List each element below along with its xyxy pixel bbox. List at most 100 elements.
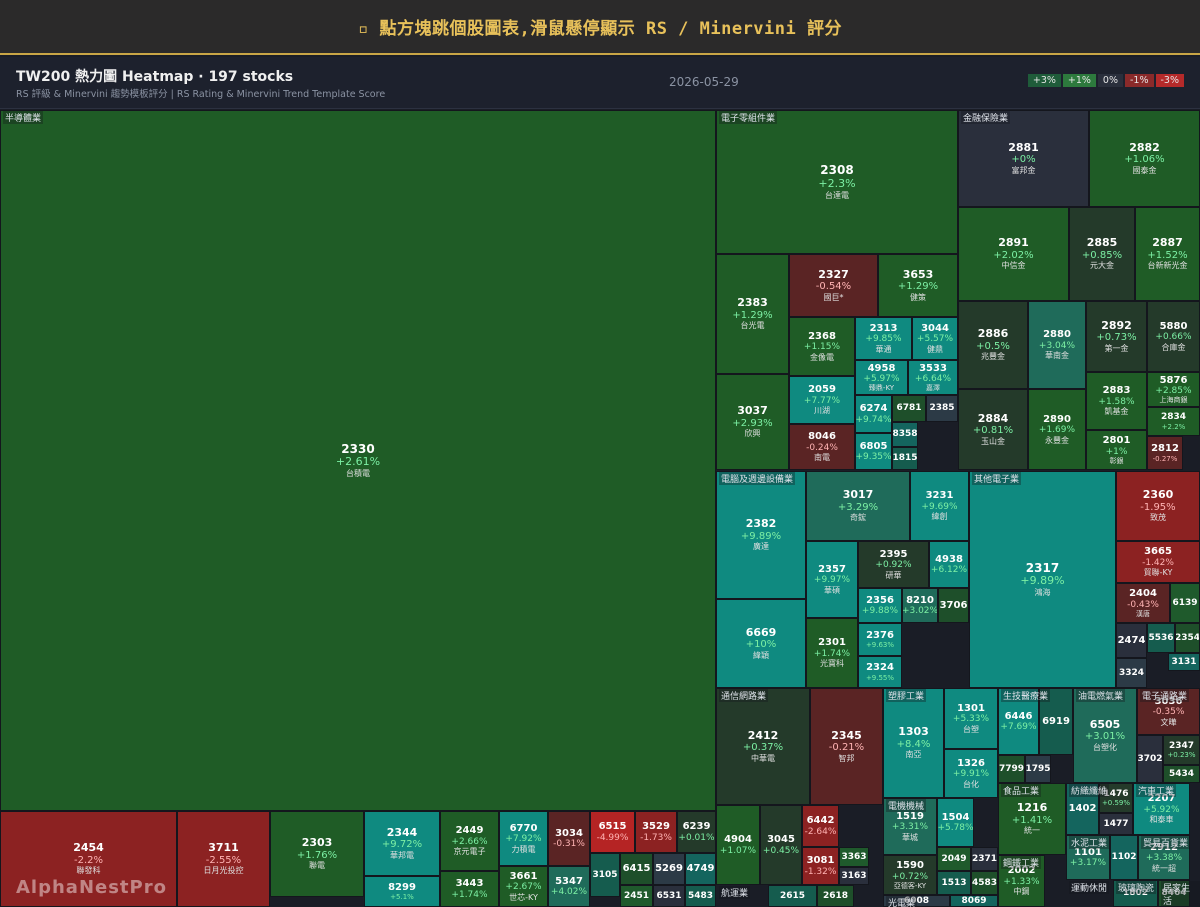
- stock-tile-8069[interactable]: 8069: [950, 895, 998, 907]
- stock-tile-6669[interactable]: 6669 +10% 緯穎: [716, 599, 806, 688]
- stock-tile-3163[interactable]: 3163: [839, 867, 869, 885]
- stock-tile-2454[interactable]: 2454 -2.2% 聯發科: [0, 811, 177, 907]
- stock-tile-1326[interactable]: 1326 +9.91% 台化: [944, 749, 998, 798]
- stock-tile-6415[interactable]: 6415: [620, 853, 653, 885]
- stock-tile-1477[interactable]: 1477: [1099, 813, 1133, 835]
- stock-tile-3017[interactable]: 3017 +3.29% 奇鋐: [806, 471, 910, 541]
- stock-tile-2884[interactable]: 2884 +0.81% 玉山金: [958, 389, 1028, 470]
- stock-tile-2882[interactable]: 2882 +1.06% 國泰金: [1089, 110, 1200, 207]
- stock-tile-2881[interactable]: 2881 +0% 富邦金: [958, 110, 1089, 207]
- stock-tile-5269[interactable]: 5269: [653, 853, 685, 885]
- stock-tile-2890[interactable]: 2890 +1.69% 永豐金: [1028, 389, 1086, 470]
- stock-tile-3363[interactable]: 3363: [839, 847, 869, 867]
- stock-tile-2885[interactable]: 2885 +0.85% 元大金: [1069, 207, 1135, 301]
- stock-tile-2002[interactable]: 2002 +1.33% 中鋼: [998, 855, 1045, 907]
- stock-tile-5880[interactable]: 5880 +0.66% 合庫金: [1147, 301, 1200, 372]
- stock-tile-2912[interactable]: 2912 +3.38% 統一超: [1138, 835, 1190, 880]
- stock-tile-3034[interactable]: 3034 -0.31%: [548, 811, 590, 866]
- stock-tile-2887[interactable]: 2887 +1.52% 台新新光金: [1135, 207, 1200, 301]
- stock-tile-2880[interactable]: 2880 +3.04% 華南金: [1028, 301, 1086, 389]
- stock-tile-3131[interactable]: 3131: [1168, 653, 1200, 671]
- stock-tile-2368[interactable]: 2368 +1.15% 金像電: [789, 317, 855, 376]
- stock-tile-2385[interactable]: 2385: [926, 395, 958, 422]
- stock-tile-1815[interactable]: 1815: [892, 447, 918, 470]
- stock-tile-3533[interactable]: 3533 +6.64% 嘉澤: [908, 360, 958, 395]
- stock-tile-1802[interactable]: 1802: [1113, 880, 1158, 907]
- stock-tile-7799[interactable]: 7799: [998, 755, 1025, 783]
- stock-tile-2382[interactable]: 2382 +9.89% 廣達: [716, 471, 806, 599]
- stock-tile-1402[interactable]: 1402: [1066, 783, 1099, 835]
- stock-tile-2891[interactable]: 2891 +2.02% 中信金: [958, 207, 1069, 301]
- stock-tile-4958[interactable]: 4958 +5.97% 臻鼎-KY: [855, 360, 908, 395]
- stock-tile-3324[interactable]: 3324: [1116, 658, 1147, 688]
- stock-tile-1303[interactable]: 1303 +8.4% 南亞: [883, 688, 944, 798]
- stock-tile-2449[interactable]: 2449 +2.66% 京元電子: [440, 811, 499, 871]
- stock-tile-8464[interactable]: 8464: [1158, 880, 1190, 907]
- stock-tile-1301[interactable]: 1301 +5.33% 台塑: [944, 688, 998, 749]
- stock-tile-3036[interactable]: 3036 -0.35% 文曄: [1137, 688, 1200, 735]
- stock-tile-3706[interactable]: 3706: [938, 588, 969, 623]
- stock-tile-2615[interactable]: 2615: [768, 885, 817, 907]
- stock-tile-8358[interactable]: 8358: [892, 422, 918, 447]
- stock-tile-2886[interactable]: 2886 +0.5% 兆豐金: [958, 301, 1028, 389]
- stock-tile-5347[interactable]: 5347 +4.02%: [548, 866, 590, 907]
- stock-tile-2371[interactable]: 2371: [971, 847, 998, 871]
- stock-tile-2308[interactable]: 2308 +2.3% 台達電: [716, 110, 958, 254]
- stock-tile-2324[interactable]: 2324 +9.55%: [858, 656, 902, 688]
- stock-tile-8299[interactable]: 8299 +5.1%: [364, 876, 440, 907]
- stock-tile-2330[interactable]: 2330 +2.61% 台積電: [0, 110, 716, 811]
- stock-tile-8210[interactable]: 8210 +3.02%: [902, 588, 938, 623]
- stock-tile-3665[interactable]: 3665 -1.42% 貿聯-KY: [1116, 541, 1200, 583]
- stock-tile-4583[interactable]: 4583: [971, 871, 998, 895]
- stock-tile-3443[interactable]: 3443 +1.74%: [440, 871, 499, 907]
- stock-tile-2301[interactable]: 2301 +1.74% 光寶科: [806, 618, 858, 688]
- stock-tile-1590[interactable]: 1590 +0.72% 亞德客-KY: [883, 855, 937, 895]
- stock-tile-3661[interactable]: 3661 +2.67% 世芯-KY: [499, 866, 548, 907]
- stock-tile-2883[interactable]: 2883 +1.58% 凱基金: [1086, 372, 1147, 430]
- stock-tile-2412[interactable]: 2412 +0.37% 中華電: [716, 688, 810, 805]
- stock-tile-5434[interactable]: 5434: [1163, 765, 1200, 783]
- stock-tile-6531[interactable]: 6531: [653, 885, 685, 907]
- stock-tile-5876[interactable]: 5876 +2.85% 上海商銀: [1147, 372, 1200, 407]
- stock-tile-5483[interactable]: 5483: [685, 885, 716, 907]
- stock-tile-3529[interactable]: 3529 -1.73%: [635, 811, 677, 853]
- stock-tile-2834[interactable]: 2834 +2.2%: [1147, 407, 1200, 436]
- stock-tile-2344[interactable]: 2344 +9.72% 華邦電: [364, 811, 440, 876]
- stock-tile-2395[interactable]: 2395 +0.92% 研華: [858, 541, 929, 588]
- stock-tile-2801[interactable]: 2801 +1% 彰銀: [1086, 430, 1147, 470]
- stock-tile-6446[interactable]: 6446 +7.69%: [998, 688, 1039, 755]
- stock-tile-2313[interactable]: 2313 +9.85% 華通: [855, 317, 912, 360]
- stock-tile-6919[interactable]: 6919: [1039, 688, 1073, 755]
- stock-tile-2049[interactable]: 2049: [937, 847, 971, 871]
- stock-tile-3702[interactable]: 3702: [1137, 735, 1163, 783]
- stock-tile-1519[interactable]: 1519 +3.31% 華城: [883, 798, 937, 855]
- stock-tile-2357[interactable]: 2357 +9.97% 華碩: [806, 541, 858, 618]
- stock-tile-2892[interactable]: 2892 +0.73% 第一金: [1086, 301, 1147, 372]
- stock-tile-2354[interactable]: 2354: [1175, 623, 1200, 653]
- stock-tile-5536[interactable]: 5536: [1147, 623, 1175, 653]
- stock-tile-4749[interactable]: 4749: [685, 853, 716, 885]
- stock-tile-2812[interactable]: 2812 -0.27%: [1147, 436, 1183, 470]
- stock-tile-4938[interactable]: 4938 +6.12%: [929, 541, 969, 588]
- stock-tile-6008[interactable]: 6008: [883, 895, 950, 907]
- stock-tile-2404[interactable]: 2404 -0.43% 漢唐: [1116, 583, 1170, 623]
- stock-tile-2618[interactable]: 2618: [817, 885, 854, 907]
- stock-tile-3105[interactable]: 3105: [590, 853, 620, 897]
- stock-tile-2303[interactable]: 2303 +1.76% 聯電: [270, 811, 364, 897]
- stock-tile-1504[interactable]: 1504 +5.78%: [937, 798, 974, 847]
- stock-tile-3044[interactable]: 3044 +5.57% 健鼎: [912, 317, 958, 360]
- stock-tile-1513[interactable]: 1513: [937, 871, 971, 895]
- stock-tile-3037[interactable]: 3037 +2.93% 欣興: [716, 374, 789, 470]
- stock-tile-1102[interactable]: 1102: [1110, 835, 1138, 880]
- stock-tile-2317[interactable]: 2317 +9.89% 鴻海: [969, 471, 1116, 688]
- stock-tile-6139[interactable]: 6139: [1170, 583, 1200, 623]
- stock-tile-2356[interactable]: 2356 +9.88%: [858, 588, 902, 623]
- stock-tile-8046[interactable]: 8046 -0.24% 南電: [789, 424, 855, 470]
- stock-tile-2059[interactable]: 2059 +7.77% 川湖: [789, 376, 855, 424]
- stock-tile-6770[interactable]: 6770 +7.92% 力積電: [499, 811, 548, 866]
- stock-tile-3231[interactable]: 3231 +9.69% 緯創: [910, 471, 969, 541]
- stock-tile-3711[interactable]: 3711 -2.55% 日月光投控: [177, 811, 270, 907]
- stock-tile-6274[interactable]: 6274 +9.74%: [855, 395, 892, 433]
- stock-tile-1216[interactable]: 1216 +1.41% 統一: [998, 783, 1066, 855]
- stock-tile-6781[interactable]: 6781: [892, 395, 926, 422]
